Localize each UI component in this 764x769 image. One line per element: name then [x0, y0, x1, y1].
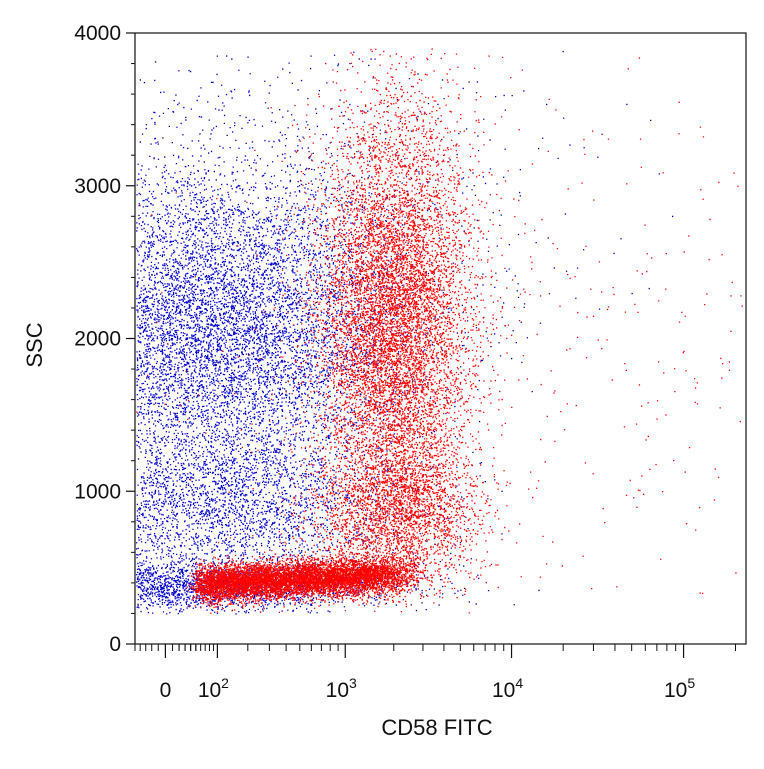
y-tick-label: 1000 [74, 480, 121, 503]
y-tick-label: 3000 [74, 175, 121, 198]
x-tick-label: 105 [664, 675, 695, 702]
x-tick-exponent: 4 [515, 675, 523, 691]
x-tick-base: 10 [664, 679, 687, 702]
plot-frame [134, 32, 747, 645]
x-axis-label: CD58 FITC [381, 715, 492, 740]
x-tick-label: 102 [198, 675, 229, 702]
x-tick-label: 0 [160, 679, 172, 702]
x-tick-exponent: 3 [349, 675, 357, 691]
x-tick-exponent: 2 [221, 675, 229, 691]
x-tick-base: 10 [326, 679, 349, 702]
x-tick-label: 104 [492, 675, 523, 702]
x-tick-exponent: 5 [687, 675, 695, 691]
y-tick-label: 0 [109, 633, 121, 656]
series-1-points [136, 50, 674, 615]
x-tick-label: 103 [326, 675, 357, 702]
data-points [136, 48, 743, 615]
x-tick-base: 10 [492, 679, 515, 702]
y-axis-label: SSC [22, 322, 47, 367]
x-tick-base: 10 [198, 679, 221, 702]
y-tick-label: 2000 [74, 328, 121, 351]
y-tick-label: 4000 [74, 22, 121, 45]
